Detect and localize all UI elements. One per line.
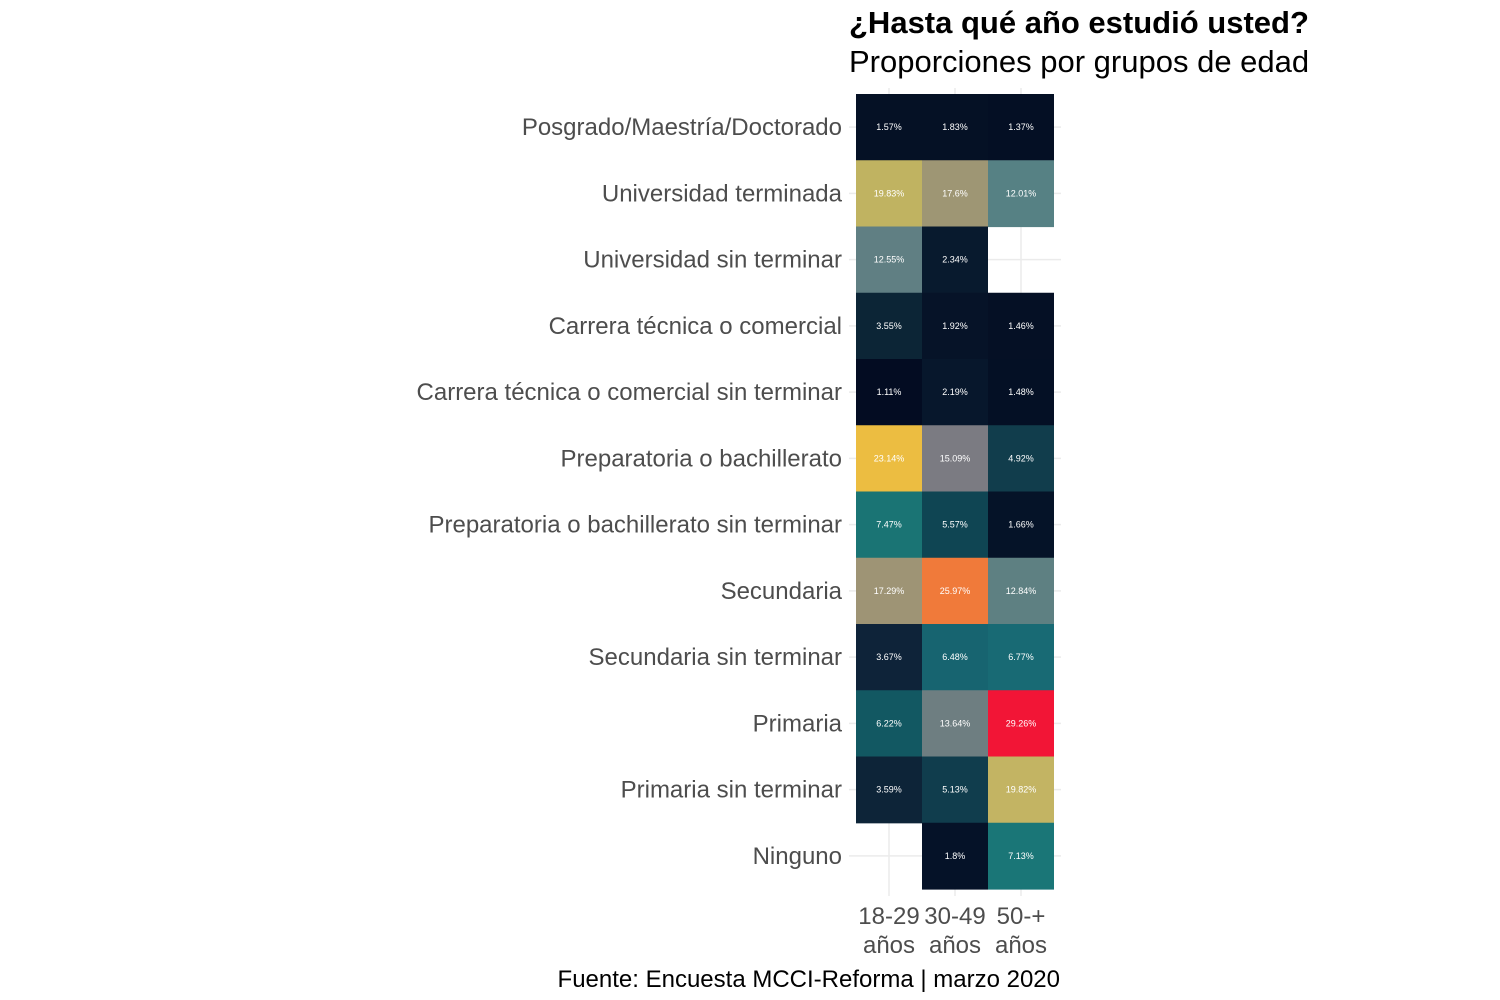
heatmap-cells: 1.57% 1.83% 1.37% 19.83% 17.6% 12.01% 12.55% 2.… — [856, 94, 1054, 890]
heatmap-cell — [856, 160, 922, 228]
cell-value-label: 12.01% — [1006, 188, 1037, 198]
cell-value-label: 2.34% — [942, 255, 968, 265]
cell-value-label: 1.11% — [877, 387, 902, 397]
heatmap-cell — [922, 425, 988, 493]
y-tick-label: Universidad terminada — [602, 180, 843, 207]
heatmap-cell — [856, 557, 922, 625]
cell-value-label: 12.55% — [874, 255, 905, 265]
cell-value-label: 3.67% — [876, 652, 902, 662]
heatmap-cell — [988, 690, 1054, 758]
heatmap-cell — [922, 491, 988, 559]
heatmap-cell — [856, 359, 922, 426]
x-tick-label: años — [995, 932, 1047, 959]
cell-value-label: 19.83% — [874, 188, 905, 198]
heatmap-cell — [922, 756, 988, 824]
heatmap-cell — [856, 292, 922, 360]
y-axis-tick-labels: Posgrado/Maestría/Doctorado Universidad t… — [417, 114, 843, 870]
heatmap-cell — [988, 624, 1054, 691]
heatmap-cell — [988, 557, 1054, 625]
heatmap-cell — [922, 690, 988, 758]
heatmap-cell — [922, 624, 988, 691]
heatmap-cell — [988, 292, 1054, 360]
cell-value-label: 1.83% — [942, 122, 968, 132]
chart-caption: Fuente: Encuesta MCCI-Reforma | marzo 20… — [558, 966, 1060, 993]
heatmap-cell — [856, 624, 922, 691]
cell-value-label: 5.57% — [942, 520, 968, 530]
heatmap-cell — [988, 822, 1054, 890]
heatmap-cell — [988, 756, 1054, 824]
y-tick-label: Ninguno — [753, 843, 842, 870]
heatmap-cell — [922, 94, 988, 161]
cell-value-label: 23.14% — [874, 453, 905, 463]
cell-value-label: 25.97% — [940, 586, 971, 596]
heatmap-cell — [856, 425, 922, 493]
y-tick-label: Secundaria sin terminar — [589, 644, 842, 671]
cell-value-label: 13.64% — [940, 718, 971, 728]
heatmap-cell — [988, 94, 1054, 161]
chart-title: ¿Hasta qué año estudió usted? — [849, 5, 1309, 40]
y-tick-label: Primaria sin terminar — [621, 777, 842, 804]
heatmap-cell — [922, 557, 988, 625]
cell-value-label: 4.92% — [1008, 453, 1034, 463]
y-tick-label: Carrera técnica o comercial — [549, 313, 842, 340]
x-tick-label: años — [929, 932, 981, 959]
y-tick-label: Carrera técnica o comercial sin terminar — [417, 379, 842, 406]
cell-value-label: 5.13% — [942, 785, 968, 795]
cell-value-label: 17.6% — [942, 188, 968, 198]
heatmap-cell — [856, 756, 922, 824]
heatmap-cell — [922, 292, 988, 360]
y-tick-label: Secundaria — [721, 578, 843, 605]
cell-value-label: 6.77% — [1008, 652, 1034, 662]
y-tick-label: Primaria — [753, 710, 843, 737]
heatmap-cell — [856, 491, 922, 559]
y-tick-label: Posgrado/Maestría/Doctorado — [522, 114, 842, 141]
cell-value-label: 1.57% — [876, 122, 902, 132]
cell-value-label: 7.13% — [1008, 851, 1034, 861]
y-tick-label: Preparatoria o bachillerato — [561, 445, 843, 472]
cell-value-label: 2.19% — [942, 387, 968, 397]
cell-value-label: 12.84% — [1006, 586, 1037, 596]
heatmap-cell — [856, 94, 922, 161]
x-tick-label: años — [863, 932, 915, 959]
cell-value-label: 7.47% — [876, 520, 902, 530]
cell-value-label: 15.09% — [940, 453, 971, 463]
chart-subtitle: Proporciones por grupos de edad — [849, 44, 1309, 79]
heatmap-cell — [988, 160, 1054, 228]
x-tick-label: 30-49 — [924, 903, 985, 930]
cell-value-label: 17.29% — [874, 586, 905, 596]
heatmap-cell — [856, 690, 922, 758]
cell-value-label: 3.55% — [876, 321, 902, 331]
heatmap-cell — [922, 226, 988, 294]
y-tick-label: Preparatoria o bachillerato sin terminar — [428, 512, 842, 539]
heatmap-cell — [922, 160, 988, 228]
cell-value-label: 19.82% — [1006, 785, 1037, 795]
heatmap-cell — [856, 226, 922, 294]
cell-value-label: 1.48% — [1008, 387, 1034, 397]
heatmap-cell — [988, 491, 1054, 559]
heatmap-cell — [922, 359, 988, 426]
cell-value-label: 1.92% — [942, 321, 968, 331]
cell-value-label: 1.66% — [1008, 520, 1034, 530]
cell-value-label: 1.8% — [945, 851, 966, 861]
y-tick-label: Universidad sin terminar — [583, 247, 842, 274]
cell-value-label: 1.46% — [1008, 321, 1034, 331]
cell-value-label: 1.37% — [1008, 122, 1034, 132]
cell-value-label: 6.22% — [876, 718, 902, 728]
cell-value-label: 6.48% — [942, 652, 968, 662]
cell-value-label: 29.26% — [1006, 718, 1037, 728]
x-tick-label: 18-29 — [858, 903, 919, 930]
heatmap-cell — [988, 425, 1054, 493]
heatmap-cell — [922, 822, 988, 890]
heatmap-cell — [988, 359, 1054, 426]
x-tick-label: 50-+ — [997, 903, 1046, 930]
cell-value-label: 3.59% — [876, 785, 902, 795]
